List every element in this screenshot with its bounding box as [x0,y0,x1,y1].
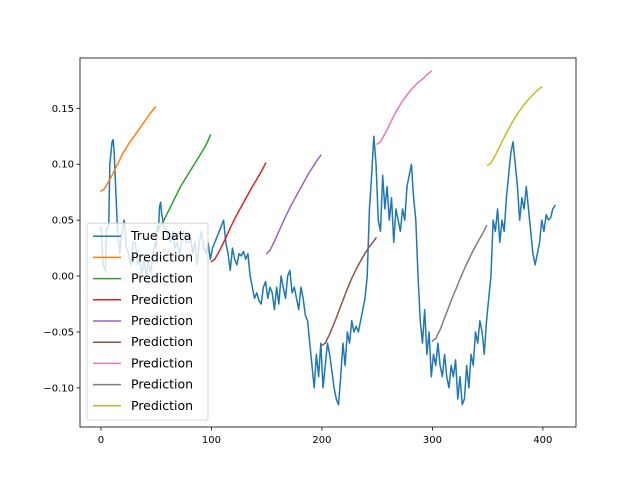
legend-label: Prediction [131,377,193,392]
legend-label: Prediction [131,249,193,264]
legend-label: Prediction [131,334,193,349]
y-tick-label: −0.10 [43,383,74,394]
legend-label: Prediction [131,355,193,370]
y-tick-label: 0.10 [52,160,74,171]
x-tick-label: 400 [533,435,552,446]
legend-label: Prediction [131,292,193,307]
series-line-prediction-5 [320,236,378,347]
x-tick-label: 300 [423,435,442,446]
series-line-prediction-7 [431,224,488,342]
legend-label: Prediction [131,313,193,328]
series-line-prediction-1 [99,106,157,193]
y-tick-label: 0.05 [52,216,74,227]
x-tick-label: 0 [98,435,104,446]
y-tick-label: 0.00 [52,272,74,283]
series-line-prediction-6 [376,70,433,146]
y-tick-label: 0.15 [52,104,74,115]
legend-label: Prediction [131,271,193,286]
legend-label: Prediction [131,398,193,413]
series-line-prediction-2 [155,134,212,233]
series-line-prediction-4 [265,154,322,255]
series-line-prediction-3 [210,162,267,263]
legend-box [86,222,209,421]
axes-frame [79,57,577,428]
x-tick-label: 200 [312,435,331,446]
x-tick-label: 100 [202,435,221,446]
axes: 0 100 200 300 400 −0.10 −0.05 0.00 0.05 0.10 0.15 [43,57,577,446]
series-line-prediction-8 [486,86,543,167]
legend: True Data Prediction Prediction Prediction P… [86,222,209,421]
y-tick-label: −0.05 [43,327,74,338]
legend-label: True Data [130,228,191,243]
